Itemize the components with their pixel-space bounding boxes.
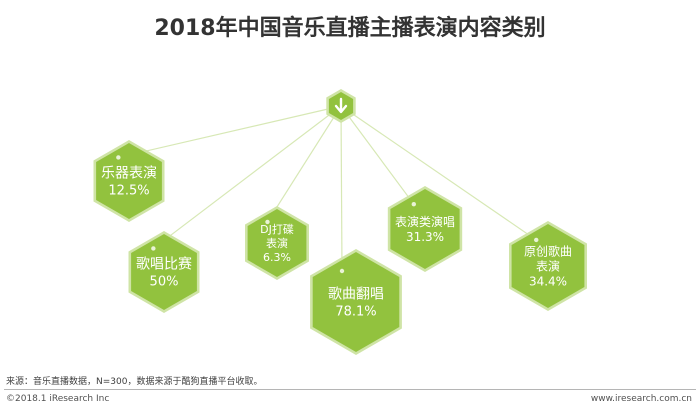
hexagon [511, 224, 585, 308]
category-hexagons: 乐器表演12.5%歌唱比赛50%DJ打碟表演6.3%歌曲翻唱78.1%表演类演唱… [93, 140, 587, 355]
category-label: 原创歌曲 [524, 243, 572, 258]
category-value: 50% [150, 275, 179, 290]
anchor-dot [116, 155, 121, 160]
anchor-dot [339, 268, 345, 274]
connector-line [118, 105, 342, 159]
down-arrow-icon [334, 97, 348, 114]
hexagon [312, 252, 400, 352]
connector-line [340, 105, 415, 205]
hexagon [247, 209, 307, 277]
source-note: 来源：音乐直播数据，N=300，数据来源于酷狗直播平台收取。 [6, 377, 263, 387]
category-value: 34.4% [529, 274, 567, 288]
category-value: 78.1% [335, 305, 376, 320]
copyright-text: ©2018.1 iResearch Inc [6, 394, 110, 404]
category-label: 歌曲翻唱 [328, 287, 384, 303]
hub-icon-group [326, 89, 356, 123]
hexagon [96, 143, 162, 219]
category-label: 歌唱比赛 [136, 257, 192, 273]
category-label: 表演 [266, 236, 288, 250]
category-label: DJ打碟 [260, 222, 294, 236]
category-value: 31.3% [406, 230, 444, 244]
website-text: www.iresearch.com.cn [590, 394, 692, 404]
anchor-dot [534, 237, 539, 243]
anchor-dot [151, 246, 156, 251]
category-label: 表演 [536, 258, 560, 273]
connector-lines [118, 105, 537, 272]
anchor-dot [411, 202, 416, 207]
footer-divider [4, 389, 696, 390]
chart-title: 2018年中国音乐直播主播表演内容类别 [154, 16, 546, 41]
category-label: 乐器表演 [101, 166, 157, 182]
category-label: 表演类演唱 [395, 214, 455, 229]
connector-line [340, 105, 343, 272]
hexagon [131, 234, 197, 310]
connector-line [266, 105, 342, 223]
connector-line [340, 105, 537, 241]
connector-line [152, 105, 342, 249]
category-value: 12.5% [108, 184, 149, 199]
category-value: 6.3% [263, 251, 291, 264]
hexagon [390, 189, 460, 269]
anchor-dot [265, 219, 270, 225]
